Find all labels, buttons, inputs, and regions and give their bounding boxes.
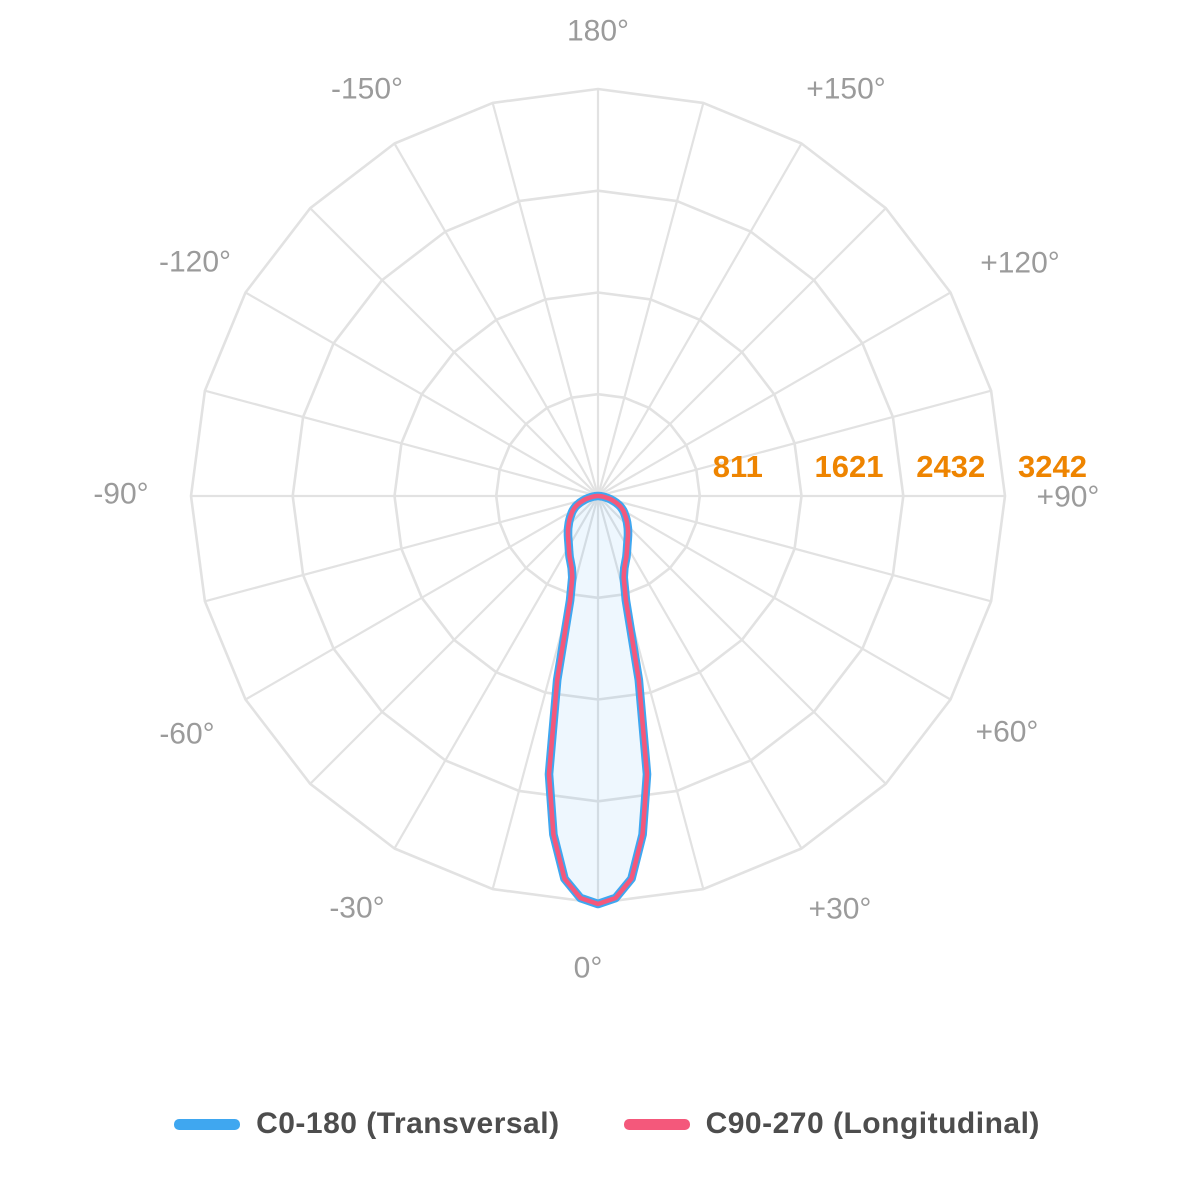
polar-plot-canvas: 180° -150° -120° -90° -60° -30° 0° +30° +60° +90°… — [93, 15, 1100, 985]
radial-tick-label: 2432 — [916, 449, 985, 484]
beam-curve-c90-270 — [546, 493, 650, 907]
legend-label-c0-180: C0-180 (Transversal) — [256, 1107, 560, 1140]
radial-tick-label: 3242 — [1018, 449, 1087, 484]
angle-label: -120° — [159, 246, 231, 279]
angle-label: +150° — [806, 73, 886, 106]
legend-item-c90-270[interactable]: C90-270 (Longitudinal) — [623, 1107, 1040, 1141]
radial-tick-label: 1621 — [815, 449, 884, 484]
chart-legend: C0-180 (Transversal) C90-270 (Longitudin… — [0, 1100, 1200, 1148]
legend-label-c90-270: C90-270 (Longitudinal) — [705, 1107, 1040, 1140]
angle-label: +120° — [980, 247, 1060, 280]
angle-label: -60° — [159, 718, 214, 751]
radial-tick-label: 811 — [713, 449, 763, 484]
angle-label: 0° — [574, 952, 603, 985]
polar-grid-ring — [393, 291, 803, 701]
angle-label: -30° — [329, 892, 384, 925]
angle-label: -150° — [331, 73, 403, 106]
angle-label: +30° — [809, 893, 872, 926]
angle-label: +60° — [976, 716, 1039, 749]
legend-swatch-c90-270-icon — [623, 1118, 690, 1130]
legend-swatch-c0-180-icon — [174, 1118, 241, 1130]
angle-label: 180° — [567, 15, 629, 48]
polar-grid-ring — [494, 392, 702, 600]
angle-label: +90° — [1037, 481, 1100, 514]
legend-item-c0-180[interactable]: C0-180 (Transversal) — [174, 1107, 560, 1141]
polar-grid-ring — [291, 189, 905, 803]
angle-label: -90° — [93, 478, 148, 511]
polar-grid-ring — [189, 87, 1007, 905]
